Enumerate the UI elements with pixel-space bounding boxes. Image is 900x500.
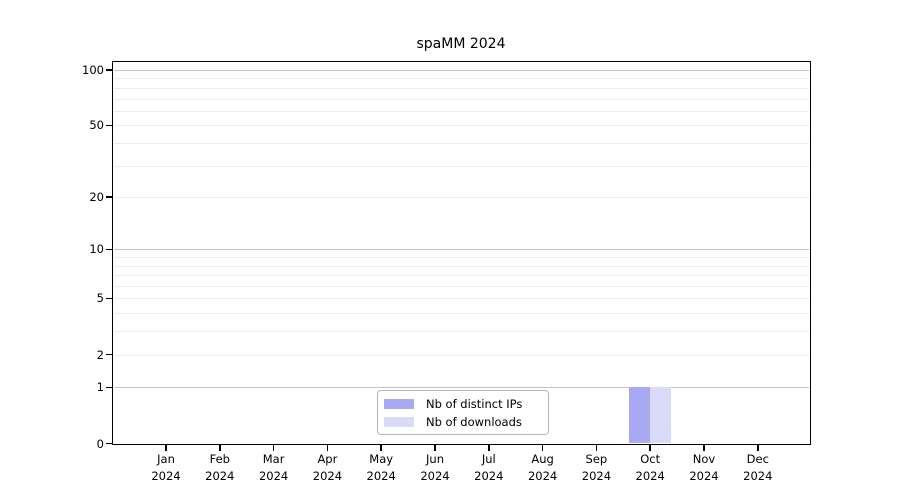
x-tick-year: 2024 [743, 469, 773, 483]
x-tick-month: Jan [157, 452, 175, 466]
y-tick-mark [106, 124, 112, 127]
y-tick-label: 0 [96, 436, 104, 451]
x-tick-year: 2024 [635, 469, 665, 483]
gridline-minor [114, 165, 809, 167]
x-tick-month: Apr [317, 452, 338, 466]
y-tick-label: 20 [89, 190, 104, 205]
x-tick-year: 2024 [527, 469, 558, 483]
x-tick-year: 2024 [474, 469, 504, 483]
legend-item-distinct-ips: Nb of distinct IPs [384, 397, 540, 411]
x-tick-label: Feb 2024 [205, 451, 234, 485]
y-tick-mark [106, 69, 112, 71]
x-tick-month: Mar [262, 452, 285, 466]
gridline-minor [114, 265, 809, 267]
x-tick-month: Jul [481, 452, 496, 466]
x-tick-month: Sep [585, 452, 608, 466]
x-tick-mark [165, 444, 167, 451]
gridline-minor [114, 197, 809, 199]
x-tick-mark [219, 444, 221, 451]
gridline-minor [114, 142, 809, 144]
x-tick-month: Dec [746, 452, 769, 466]
x-tick-mark [488, 444, 490, 451]
y-tick-label: 5 [96, 291, 104, 306]
legend-label-distinct-ips: Nb of distinct IPs [426, 396, 523, 411]
x-tick-month: Nov [692, 452, 716, 466]
x-tick-year: 2024 [366, 469, 396, 483]
x-tick-label: Aug 2024 [528, 451, 557, 485]
gridline-decade [114, 70, 809, 71]
x-tick-label: Jun 2024 [420, 451, 449, 485]
legend-item-downloads: Nb of downloads [384, 415, 540, 429]
legend-swatch-downloads [384, 416, 414, 427]
x-tick-month: Jun [426, 452, 444, 466]
x-tick-mark [541, 444, 544, 451]
x-tick-label: May 2024 [367, 451, 396, 485]
x-tick-month: Oct [640, 452, 661, 466]
legend-swatch-distinct-ips [384, 398, 414, 409]
x-tick-label: Mar 2024 [259, 451, 288, 485]
x-tick-year: 2024 [689, 469, 719, 483]
x-tick-year: 2024 [205, 469, 235, 483]
legend-label-downloads: Nb of downloads [426, 414, 522, 429]
x-tick-mark [380, 444, 382, 451]
y-tick-mark [106, 297, 112, 300]
x-tick-mark [272, 444, 275, 451]
gridline-minor [114, 87, 809, 89]
gridline-minor [114, 257, 809, 259]
x-tick-label: Apr 2024 [313, 451, 342, 485]
y-tick-mark [106, 248, 112, 251]
gridline-minor [114, 125, 809, 127]
y-tick-mark [106, 386, 112, 389]
x-tick-mark [757, 444, 759, 451]
x-tick-month: Feb [209, 452, 230, 466]
x-tick-mark [326, 444, 329, 451]
gridline-minor [114, 286, 809, 288]
x-tick-year: 2024 [581, 469, 612, 483]
gridline-minor [114, 313, 809, 315]
x-tick-label: Sep 2024 [582, 451, 611, 485]
x-tick-month: May [369, 452, 394, 466]
y-tick-label: 1 [96, 380, 104, 395]
x-tick-mark [703, 444, 705, 451]
x-tick-mark [649, 444, 651, 451]
x-tick-year: 2024 [151, 469, 181, 483]
gridline-minor [114, 275, 809, 277]
gridline-minor [114, 354, 809, 356]
x-tick-label: Jan 2024 [151, 451, 180, 485]
x-tick-month: Aug [531, 452, 554, 466]
x-tick-label: Oct 2024 [636, 451, 665, 485]
gridline-decade [114, 387, 809, 389]
y-tick-mark [106, 353, 112, 356]
x-tick-year: 2024 [312, 469, 343, 483]
gridline-minor [114, 78, 809, 80]
y-tick-mark [106, 196, 112, 198]
gridline-minor [114, 110, 809, 112]
x-tick-label: Dec 2024 [743, 451, 772, 485]
x-tick-year: 2024 [420, 469, 450, 483]
x-tick-mark [595, 444, 598, 451]
gridline-minor [114, 331, 809, 333]
x-tick-label: Jul 2024 [474, 451, 503, 485]
gridline-decade [114, 249, 809, 251]
gridline-minor [114, 298, 809, 300]
legend: Nb of distinct IPs Nb of downloads [377, 390, 549, 435]
bar-downloads [649, 387, 671, 444]
x-tick-mark [434, 444, 436, 451]
y-tick-mark [106, 442, 112, 445]
gridline-minor [114, 98, 809, 100]
y-tick-label: 2 [96, 347, 104, 362]
y-tick-label: 50 [89, 118, 104, 133]
x-tick-label: Nov 2024 [689, 451, 718, 485]
bar-distinct-ips [628, 387, 650, 444]
chart-title: spaMM 2024 [416, 36, 506, 52]
x-tick-year: 2024 [258, 469, 289, 483]
y-tick-label: 100 [82, 63, 104, 77]
y-tick-label: 10 [89, 242, 104, 257]
